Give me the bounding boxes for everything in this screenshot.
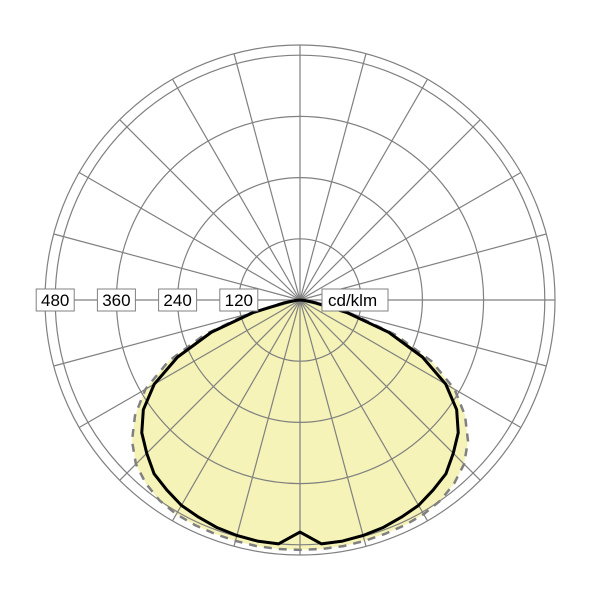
axis-tick-240: 240: [163, 291, 191, 310]
polar-diagram: 480 360 240 120 cd/klm: [0, 0, 600, 600]
grid-spoke: [300, 54, 366, 300]
axis-tick-360: 360: [102, 291, 130, 310]
grid-spoke: [300, 173, 521, 301]
grid-spoke: [79, 173, 300, 301]
grid-spoke: [300, 120, 480, 300]
grid-spoke: [120, 120, 300, 300]
axis-tick-480: 480: [41, 291, 69, 310]
unit-label: cd/klm: [328, 291, 377, 310]
grid-spoke: [173, 79, 301, 300]
polar-svg: 480 360 240 120 cd/klm: [0, 0, 600, 600]
axis-tick-120: 120: [225, 291, 253, 310]
grid-spoke: [234, 54, 300, 300]
grid-spoke: [300, 79, 428, 300]
